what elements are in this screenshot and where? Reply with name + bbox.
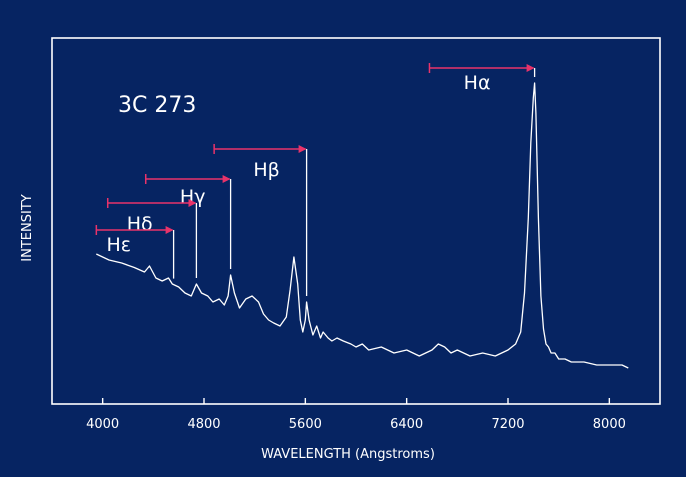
x-tick-label: 7200 <box>491 417 524 432</box>
line-label: Hβ <box>253 159 279 181</box>
spectrum-series <box>96 82 629 369</box>
line-label: Hα <box>464 72 491 94</box>
line-label: Hε <box>106 234 131 256</box>
plot-frame <box>51 37 661 405</box>
x-tick-label: 6400 <box>390 417 423 432</box>
x-tick-label: 8000 <box>593 417 626 432</box>
x-tick-label: 4000 <box>86 417 119 432</box>
line-label: Hγ <box>180 186 206 208</box>
x-tick-label: 4800 <box>187 417 220 432</box>
chart-title: 3C 273 <box>118 93 196 118</box>
y-axis-label: INTENSITY <box>20 194 35 261</box>
x-axis-label: WAVELENGTH (Angstroms) <box>261 447 435 462</box>
x-tick-label: 5600 <box>289 417 322 432</box>
line-label: Hδ <box>127 213 153 235</box>
spectrum-line <box>96 82 629 369</box>
x-axis-ticks: 4000 4800 5600 6400 7200 8000 <box>86 398 626 432</box>
